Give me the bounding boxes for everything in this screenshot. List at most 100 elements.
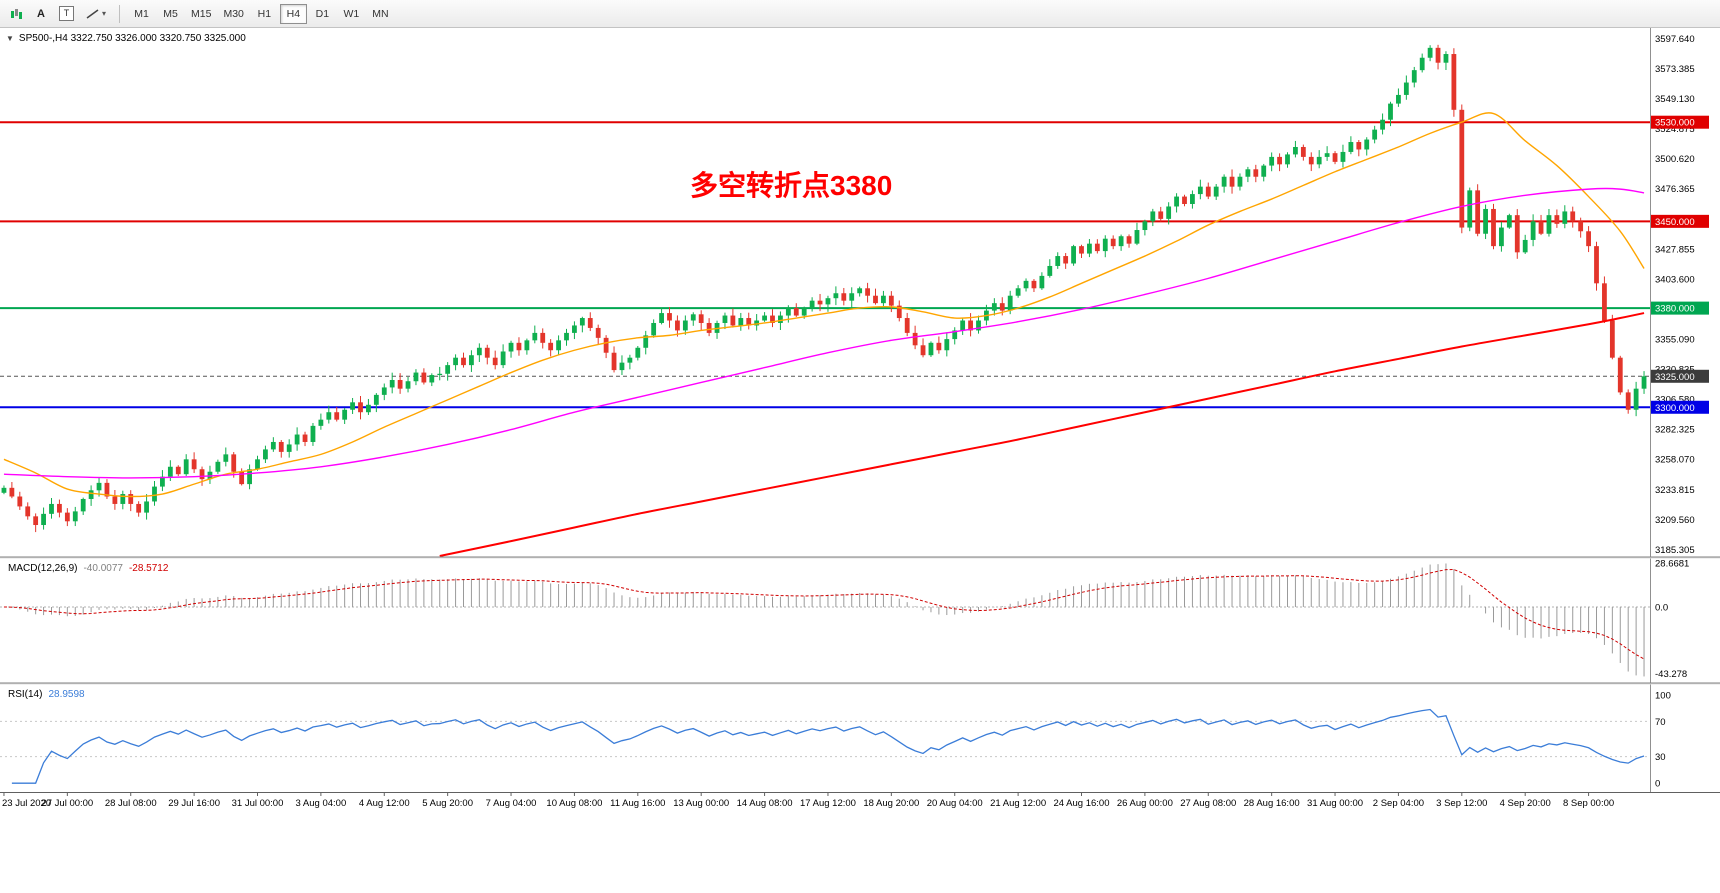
macd-histogram[interactable]	[4, 563, 1645, 677]
text-box-icon: T	[59, 6, 74, 21]
svg-text:0: 0	[1655, 779, 1660, 790]
svg-text:4 Sep 20:00: 4 Sep 20:00	[1500, 798, 1551, 809]
svg-text:3209.560: 3209.560	[1655, 515, 1695, 526]
timeframe-m15[interactable]: M15	[191, 7, 212, 20]
dropdown-caret-icon: ▾	[102, 9, 107, 18]
svg-text:28 Jul 08:00: 28 Jul 08:00	[105, 798, 157, 809]
svg-text:3282.325: 3282.325	[1655, 425, 1695, 436]
ma-slow-line[interactable]	[439, 312, 1645, 557]
macd-value-signal: -28.5712	[128, 563, 169, 574]
price-axis-labels: 3597.640 3573.385 3549.130 3524.875 3500.620…	[1655, 34, 1695, 556]
svg-text:26 Aug 00:00: 26 Aug 00:00	[1117, 798, 1173, 809]
svg-text:3549.130: 3549.130	[1655, 94, 1695, 105]
svg-text:8 Sep 00:00: 8 Sep 00:00	[1563, 798, 1614, 809]
svg-text:28 Aug 16:00: 28 Aug 16:00	[1244, 798, 1300, 809]
svg-text:28.6681: 28.6681	[1655, 558, 1689, 569]
svg-text:24 Aug 16:00: 24 Aug 16:00	[1054, 798, 1110, 809]
svg-text:3476.365: 3476.365	[1655, 184, 1695, 195]
svg-text:3300.000: 3300.000	[1655, 403, 1695, 414]
svg-text:100: 100	[1655, 690, 1671, 701]
svg-text:-43.278: -43.278	[1655, 669, 1687, 680]
trendline-icon	[86, 8, 99, 19]
text-label-tool-button[interactable]: T	[54, 4, 79, 24]
ma-fast-line[interactable]	[3, 112, 1645, 498]
line-tool-button[interactable]: ▾	[81, 4, 111, 24]
toolbar-separator	[119, 4, 121, 23]
timeframe-h1[interactable]: H1	[257, 7, 272, 20]
timeframe-d1[interactable]: D1	[315, 7, 330, 20]
macd-value-main: -40.0077	[83, 563, 123, 574]
svg-text:27 Aug 08:00: 27 Aug 08:00	[1180, 798, 1236, 809]
timeframe-w1[interactable]: W1	[343, 7, 360, 20]
timeframe-m5[interactable]: M5	[163, 7, 178, 20]
toolbar: A T ▾ M1 M5 M15 M30 H1 H4 D1 W1 MN	[0, 0, 1720, 28]
svg-text:14 Aug 08:00: 14 Aug 08:00	[737, 798, 793, 809]
timeframe-h4[interactable]: H4	[279, 3, 307, 24]
chart-window[interactable]: 3597.640 3573.385 3549.130 3524.875 3500.620…	[0, 28, 1720, 893]
svg-text:3500.620: 3500.620	[1655, 154, 1695, 165]
svg-text:3325.000: 3325.000	[1655, 372, 1695, 383]
rsi-value: 28.9598	[48, 689, 85, 700]
macd-axis-labels: 28.6681 0.0 -43.278	[1655, 558, 1689, 680]
price-level-lines[interactable]	[0, 121, 1650, 409]
svg-text:0.0: 0.0	[1655, 602, 1668, 613]
rsi-line[interactable]	[11, 708, 1645, 784]
svg-text:27 Jul 00:00: 27 Jul 00:00	[41, 798, 93, 809]
macd-indicator-title: MACD(12,26,9) -40.0077 -28.5712	[8, 563, 168, 574]
svg-text:3233.815: 3233.815	[1655, 485, 1695, 496]
rsi-indicator-title: RSI(14) 28.9598	[8, 689, 85, 700]
svg-text:31 Jul 00:00: 31 Jul 00:00	[232, 798, 284, 809]
svg-text:3306.580: 3306.580	[1655, 395, 1695, 406]
svg-text:13 Aug 00:00: 13 Aug 00:00	[673, 798, 729, 809]
svg-text:3 Sep 12:00: 3 Sep 12:00	[1436, 798, 1487, 809]
text-tool-button[interactable]: A	[37, 7, 45, 20]
symbol-ohlc-readout: ▼ SP500-,H4 3322.750 3326.000 3320.750 3…	[6, 33, 246, 44]
timeframe-mn[interactable]: MN	[372, 7, 389, 20]
rsi-name: RSI(14)	[8, 689, 43, 700]
macd-name: MACD(12,26,9)	[8, 563, 78, 574]
svg-text:30: 30	[1655, 752, 1666, 763]
svg-text:3573.385: 3573.385	[1655, 64, 1695, 75]
svg-text:11 Aug 16:00: 11 Aug 16:00	[610, 798, 665, 809]
symbol-ohlc-text: SP500-,H4 3322.750 3326.000 3320.750 332…	[18, 33, 246, 44]
chart-annotation-text[interactable]: 多空转折点3380	[690, 170, 893, 201]
chart-type-button[interactable]	[4, 4, 28, 24]
svg-text:3597.640: 3597.640	[1655, 34, 1695, 45]
svg-text:21 Aug 12:00: 21 Aug 12:00	[990, 798, 1046, 809]
svg-text:23 Jul 2020: 23 Jul 2020	[2, 798, 51, 809]
price-badge-3300.000: 3300.000	[1651, 400, 1709, 414]
svg-text:3355.090: 3355.090	[1655, 334, 1695, 345]
price-badge-3450.000: 3450.000	[1651, 214, 1709, 228]
svg-text:3450.000: 3450.000	[1655, 217, 1695, 228]
svg-text:17 Aug 12:00: 17 Aug 12:00	[800, 798, 856, 809]
candlesticks[interactable]	[1, 44, 1647, 533]
candlestick-chart-icon	[11, 8, 22, 19]
svg-text:4 Aug 12:00: 4 Aug 12:00	[359, 798, 410, 809]
rsi-axis-labels: 100 70 30 0	[1655, 690, 1671, 789]
svg-text:3258.070: 3258.070	[1655, 455, 1695, 466]
svg-text:3524.875: 3524.875	[1655, 124, 1695, 135]
svg-text:3380.000: 3380.000	[1655, 304, 1695, 315]
svg-text:20 Aug 04:00: 20 Aug 04:00	[927, 798, 983, 809]
svg-text:3 Aug 04:00: 3 Aug 04:00	[296, 798, 347, 809]
svg-text:10 Aug 08:00: 10 Aug 08:00	[546, 798, 602, 809]
chart-svg[interactable]: 3597.640 3573.385 3549.130 3524.875 3500.620…	[0, 28, 1720, 893]
ma-medium-line[interactable]	[3, 187, 1645, 479]
svg-text:2 Sep 04:00: 2 Sep 04:00	[1373, 798, 1424, 809]
svg-text:3530.000: 3530.000	[1655, 118, 1695, 129]
svg-text:7 Aug 04:00: 7 Aug 04:00	[486, 798, 537, 809]
svg-text:18 Aug 20:00: 18 Aug 20:00	[863, 798, 919, 809]
svg-text:3427.855: 3427.855	[1655, 244, 1695, 255]
collapse-triangle-icon[interactable]: ▼	[6, 34, 14, 43]
price-badge-3530.000: 3530.000	[1651, 115, 1709, 129]
current-price-badge: 3325.000	[1651, 369, 1709, 383]
price-badge-3380.000: 3380.000	[1651, 301, 1709, 315]
svg-text:29 Jul 16:00: 29 Jul 16:00	[168, 798, 220, 809]
svg-text:31 Aug 00:00: 31 Aug 00:00	[1307, 798, 1363, 809]
svg-text:5 Aug 20:00: 5 Aug 20:00	[422, 798, 473, 809]
timeframe-m1[interactable]: M1	[134, 7, 149, 20]
svg-text:3185.305: 3185.305	[1655, 545, 1695, 556]
timeframe-m30[interactable]: M30	[223, 7, 244, 20]
svg-text:70: 70	[1655, 717, 1666, 728]
